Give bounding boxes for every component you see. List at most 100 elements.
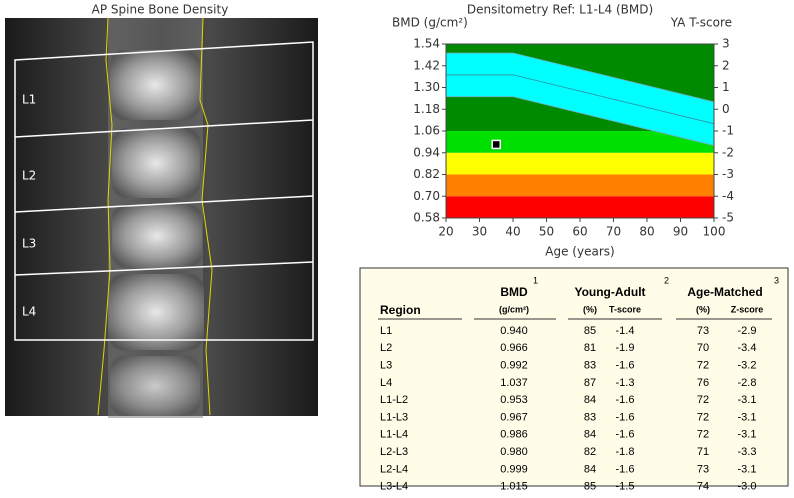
y-tick-label: 0.58 xyxy=(413,211,440,225)
table-cell: 84 xyxy=(584,429,596,441)
zone xyxy=(446,152,714,175)
table-cell: -3.4 xyxy=(738,342,757,354)
y-tick-label: 1.30 xyxy=(413,80,440,94)
chart-title: Densitometry Ref: L1-L4 (BMD) xyxy=(467,3,653,17)
table-cell: -3.3 xyxy=(738,446,757,458)
table-cell: -3.2 xyxy=(738,360,757,372)
table-cell: -3.0 xyxy=(738,481,757,493)
x-tick-label: 60 xyxy=(572,225,587,239)
table-cell: 72 xyxy=(697,360,709,372)
table-cell: 0.953 xyxy=(500,394,528,406)
patient-marker xyxy=(491,139,501,150)
y-axis-label: BMD (g/cm²) xyxy=(392,16,468,30)
table-cell: 0.986 xyxy=(500,429,528,441)
zone xyxy=(446,174,714,197)
table-cell: 0.999 xyxy=(500,463,528,475)
x-tick-label: 70 xyxy=(606,225,621,239)
y-tick-label: 0.94 xyxy=(413,145,440,159)
table-cell: -1.9 xyxy=(616,342,635,354)
table-cell: L1-L2 xyxy=(380,394,408,406)
footnote-mark: 1 xyxy=(533,275,538,285)
table-cell: -3.1 xyxy=(738,411,757,423)
table-cell: 72 xyxy=(697,429,709,441)
table-cell: 81 xyxy=(584,342,596,354)
table-cell: L2-L4 xyxy=(380,463,408,475)
table-cell: L2 xyxy=(380,342,392,354)
header: (%) xyxy=(696,304,710,314)
image-title: AP Spine Bone Density xyxy=(92,3,229,17)
table-cell: L3 xyxy=(380,360,392,372)
table-cell: L4 xyxy=(380,377,392,389)
table-cell: 87 xyxy=(584,377,596,389)
table-cell: L2-L3 xyxy=(380,446,408,458)
table-cell: 0.980 xyxy=(500,446,528,458)
table-cell: 85 xyxy=(584,481,596,493)
table-cell: 84 xyxy=(584,394,596,406)
table-cell: -2.8 xyxy=(738,377,757,389)
table-cell: L1-L4 xyxy=(380,429,408,441)
table-cell: -1.6 xyxy=(616,360,635,372)
table-cell: 72 xyxy=(697,394,709,406)
spine-image: AP Spine Bone Density L1 L2 L3 L4 xyxy=(5,3,318,418)
table-cell: -3.1 xyxy=(738,394,757,406)
header: Age-Matched xyxy=(687,285,762,299)
table-cell: 83 xyxy=(584,360,596,372)
y2-tick-label: 1 xyxy=(722,80,730,94)
table-cell: L1-L3 xyxy=(380,411,408,423)
table-cell: 83 xyxy=(584,411,596,423)
table-cell: -1.5 xyxy=(616,481,635,493)
header: (g/cm²) xyxy=(499,304,529,314)
y2-tick-label: -1 xyxy=(722,124,734,138)
table-cell: 72 xyxy=(697,411,709,423)
table-cell: 73 xyxy=(697,325,709,337)
x-axis-label: Age (years) xyxy=(545,245,614,259)
table-cell: L3-L4 xyxy=(380,481,408,493)
y2-tick-label: 3 xyxy=(722,37,730,51)
table-cell: 84 xyxy=(584,463,596,475)
x-tick-label: 90 xyxy=(673,225,688,239)
x-tick-label: 30 xyxy=(472,225,487,239)
vertebra-label: L1 xyxy=(22,93,36,107)
y2-tick-label: -5 xyxy=(722,211,734,225)
table-cell: 73 xyxy=(697,463,709,475)
table-cell: -3.1 xyxy=(738,429,757,441)
table-cell: 85 xyxy=(584,325,596,337)
table-cell: -1.6 xyxy=(616,394,635,406)
table-frame xyxy=(359,267,789,487)
table-cell: 1.037 xyxy=(500,377,528,389)
results-table: Region BMD (g/cm²) Young-Adult (%) T-sco… xyxy=(359,267,789,493)
reference-band xyxy=(446,53,714,146)
zone xyxy=(446,131,714,153)
y-tick-label: 1.42 xyxy=(413,58,440,72)
y2-tick-label: -2 xyxy=(722,145,734,159)
header: Region xyxy=(380,303,421,317)
header: Young-Adult xyxy=(574,285,645,299)
table-cell: 0.940 xyxy=(500,325,528,337)
y-tick-label: 1.06 xyxy=(413,124,440,138)
zone xyxy=(446,196,714,218)
vertebra-label: L4 xyxy=(22,305,36,319)
y2-tick-label: 0 xyxy=(722,102,730,116)
table-cell: 0.992 xyxy=(500,360,528,372)
vertebra-label: L3 xyxy=(22,237,36,251)
header: Z-score xyxy=(731,304,764,314)
table-cell: -1.6 xyxy=(616,429,635,441)
x-tick-label: 20 xyxy=(438,225,453,239)
table-cell: 74 xyxy=(697,481,709,493)
header: BMD xyxy=(500,285,528,299)
x-tick-label: 40 xyxy=(505,225,520,239)
y-tick-label: 1.54 xyxy=(413,37,440,51)
y-tick-label: 0.82 xyxy=(413,167,440,181)
table-cell: -1.8 xyxy=(616,446,635,458)
reference-line xyxy=(446,96,715,146)
x-tick-label: 80 xyxy=(639,225,654,239)
table-cell: 0.967 xyxy=(500,411,528,423)
table-cell: 71 xyxy=(697,446,709,458)
y2-axis-label: YA T-score xyxy=(670,16,732,30)
table-cell: 70 xyxy=(697,342,709,354)
footnote-mark: 2 xyxy=(664,275,669,285)
table-cell: -2.9 xyxy=(738,325,757,337)
header: T-score xyxy=(609,304,641,314)
footnote-mark: 3 xyxy=(774,275,779,285)
table-cell: 0.966 xyxy=(500,342,528,354)
